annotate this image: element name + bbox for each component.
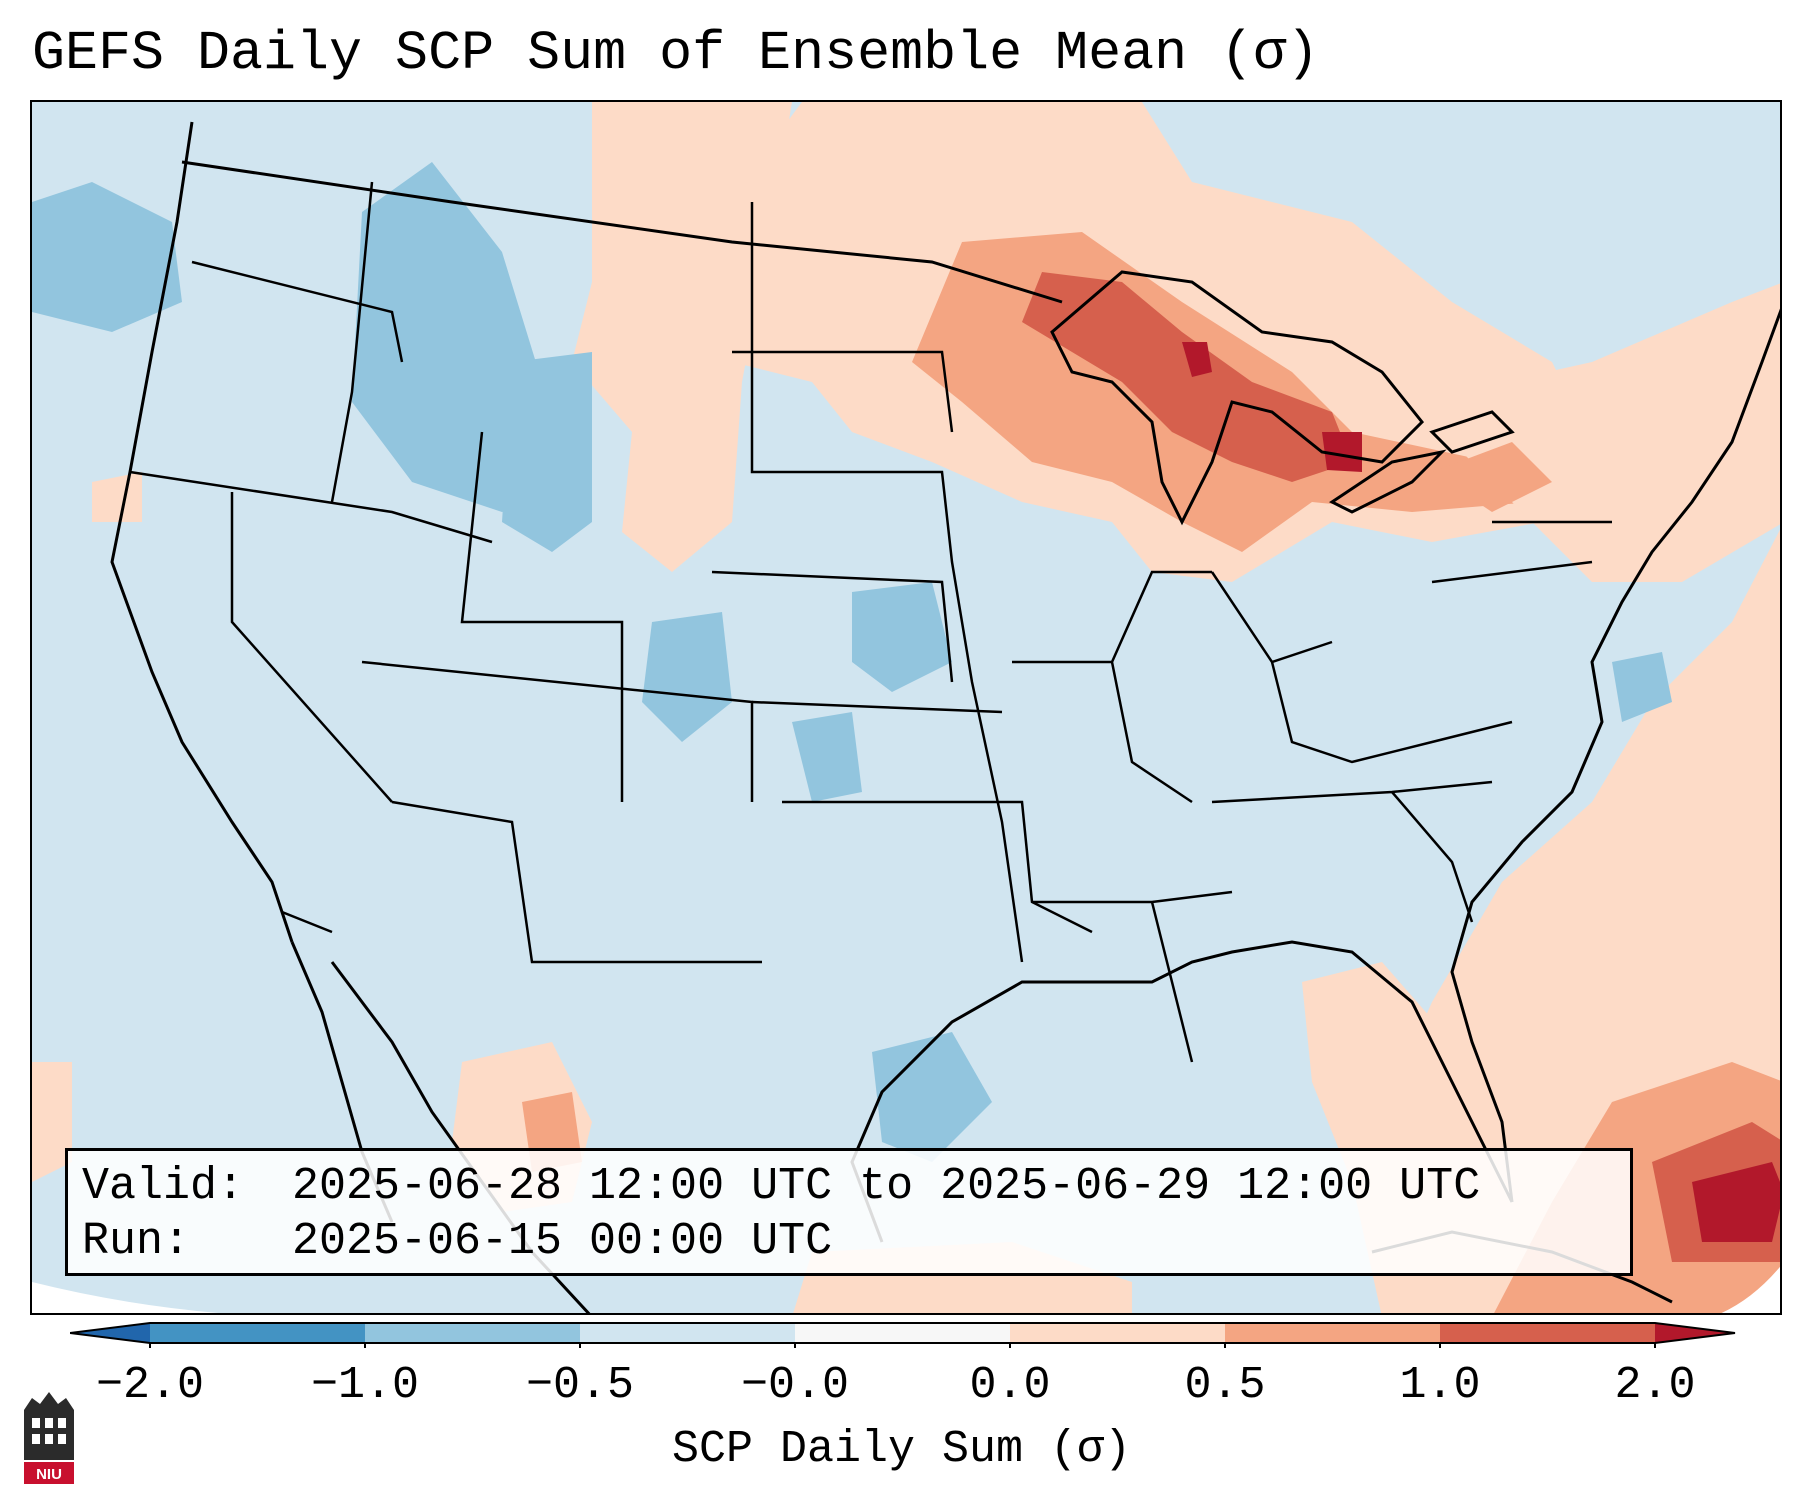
colorbar-tick-label: 0.0 [969,1360,1051,1411]
niu-logo: NIU [24,1392,74,1484]
east-coast [1450,308,1780,1203]
colorbar-tick-label: −2.0 [95,1360,205,1411]
lake-erie-outline [1329,449,1447,514]
run-row: Run: 2025-06-15 00:00 UTC [82,1214,1616,1269]
colorbar-tick-label: 0.5 [1184,1360,1266,1411]
colorbar-tick-label: −1.0 [310,1360,420,1411]
colorbar [70,1322,1736,1348]
valid-run-info-box: Valid: 2025-06-28 12:00 UTC to 2025-06-2… [65,1148,1633,1276]
run-value: 2025-06-15 00:00 UTC [292,1216,833,1267]
logo-text: NIU [36,1466,62,1483]
anomaly-caribbean-peak [1692,1162,1780,1242]
great-lakes-outline [1050,270,1425,526]
colorbar-under-arrow [70,1323,150,1343]
anomaly-pacific-nw-neg [32,182,182,332]
colorbar-bin-1-2 [1440,1323,1655,1343]
colorbar-ticks [149,1343,1656,1348]
colorbar-bin-05-1 [1225,1323,1440,1343]
valid-label: Valid: [82,1161,245,1212]
colorbar-tick-label: −0.0 [740,1360,850,1411]
map-canvas [32,102,1780,1313]
anomaly-great-lakes-strong [1022,272,1352,482]
state-borders-central [711,202,1093,963]
anomaly-northeast-medium [1432,442,1552,512]
colorbar-tick-label: 2.0 [1614,1360,1696,1411]
colorbar-bin-0-05 [1010,1323,1225,1343]
logo-banner [24,1462,74,1484]
colorbar-bin-neg2-neg1 [150,1323,365,1343]
projection-edge-right [1721,1266,1780,1313]
anomaly-texas-coast-neg [872,1032,992,1162]
page-title: GEFS Daily SCP Sum of Ensemble Mean (σ) [32,22,1320,85]
canada-border [181,160,1063,304]
colorbar-bin-neg1-neg05 [365,1323,580,1343]
projection-edge [32,1282,219,1313]
logo-windows [32,1418,66,1444]
run-label: Run: [82,1216,191,1267]
anomaly-nebraska-neg [792,582,952,802]
lake-ontario-outline [1429,410,1515,454]
gulf-coast [850,940,1514,1243]
colorbar-bin-neg05-0 [580,1323,795,1343]
valid-row: Valid: 2025-06-28 12:00 UTC to 2025-06-2… [82,1159,1616,1214]
state-borders-east [1012,520,1612,1063]
anomaly-michigan-peak [1182,342,1362,472]
colorbar-bin-0-0 [795,1323,1010,1343]
colorbar-label: SCP Daily Sum (σ) [671,1424,1132,1475]
anomaly-wyoming-colorado-neg [502,352,732,742]
map-panel[interactable] [30,100,1782,1315]
anomaly-dc-atlantic-neg [1612,652,1672,722]
colorbar-over-arrow [1655,1323,1735,1343]
colorbar-tick-label: −0.5 [525,1360,635,1411]
anomaly-pacific-west [32,472,142,1182]
valid-value: 2025-06-28 12:00 UTC to 2025-06-29 12:00… [292,1161,1481,1212]
anomaly-northern-plains [572,102,792,572]
colorbar-tick-label: 1.0 [1399,1360,1481,1411]
us-west-coast [110,121,294,943]
state-border-layer [129,181,1612,1063]
negative-anomaly-layer [32,162,1672,1162]
